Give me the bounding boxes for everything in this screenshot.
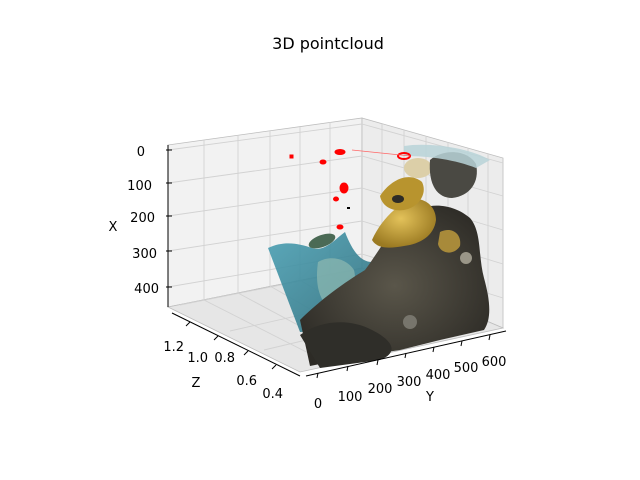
point-cloud-rock-detail bbox=[460, 252, 472, 264]
y-tick-label: 200 bbox=[368, 382, 393, 397]
point-cloud-coral-top bbox=[380, 177, 424, 211]
black-point bbox=[347, 207, 350, 209]
highlight-point-3 bbox=[334, 149, 346, 155]
y-tick-label: 400 bbox=[426, 368, 451, 383]
x-tick-label: 100 bbox=[127, 179, 152, 194]
z-tick-label: 0.8 bbox=[214, 351, 235, 366]
y-tick-label: 100 bbox=[338, 390, 363, 405]
x-axis-label: X bbox=[109, 220, 118, 235]
point-cloud-surface bbox=[404, 144, 490, 168]
y-tick-label: 500 bbox=[454, 361, 479, 376]
point-cloud-anemone bbox=[404, 158, 432, 178]
highlight-point-5 bbox=[333, 196, 339, 202]
x-tick-label: 300 bbox=[132, 247, 157, 262]
y-tick-labels: 0 100 200 300 400 500 600 bbox=[314, 355, 507, 412]
z-tick-label: 1.0 bbox=[187, 351, 208, 366]
axis-lines bbox=[166, 145, 507, 379]
highlight-points bbox=[289, 149, 411, 230]
point-cloud-rock-detail-2 bbox=[403, 315, 417, 329]
z-tick-label: 0.6 bbox=[236, 374, 257, 389]
chart-title: 3D pointcloud bbox=[272, 34, 384, 53]
z-axis-label: Z bbox=[192, 376, 201, 391]
z-axis-line bbox=[171, 312, 301, 377]
z-tick-labels: 0.4 0.6 0.8 1.0 1.2 bbox=[163, 340, 283, 402]
point-cloud-coral-yellow bbox=[372, 199, 436, 248]
point-cloud-fish-1 bbox=[308, 233, 336, 249]
highlight-point-6 bbox=[336, 224, 344, 230]
highlight-point-streak bbox=[351, 149, 411, 157]
point-cloud-bottom-rocks bbox=[300, 322, 392, 368]
x-tick-labels: 0 100 200 300 400 bbox=[127, 145, 159, 297]
x-tick-label: 0 bbox=[137, 145, 145, 160]
z-tick-label: 1.2 bbox=[163, 340, 184, 355]
y-axis-label: Y bbox=[425, 390, 434, 405]
y-tick-label: 0 bbox=[314, 397, 322, 412]
point-cloud-fish-2 bbox=[392, 195, 404, 203]
point-cloud bbox=[268, 144, 490, 368]
y-tick-label: 300 bbox=[397, 375, 422, 390]
highlight-point-4 bbox=[339, 182, 349, 194]
highlight-point-2 bbox=[319, 159, 327, 165]
point-cloud-coral-small bbox=[438, 229, 461, 253]
y-tick-label: 600 bbox=[482, 355, 507, 370]
z-tick-label: 0.4 bbox=[262, 387, 283, 402]
highlight-point-1 bbox=[289, 154, 294, 159]
x-tick-label: 200 bbox=[130, 211, 155, 226]
x-tick-label: 400 bbox=[134, 282, 159, 297]
